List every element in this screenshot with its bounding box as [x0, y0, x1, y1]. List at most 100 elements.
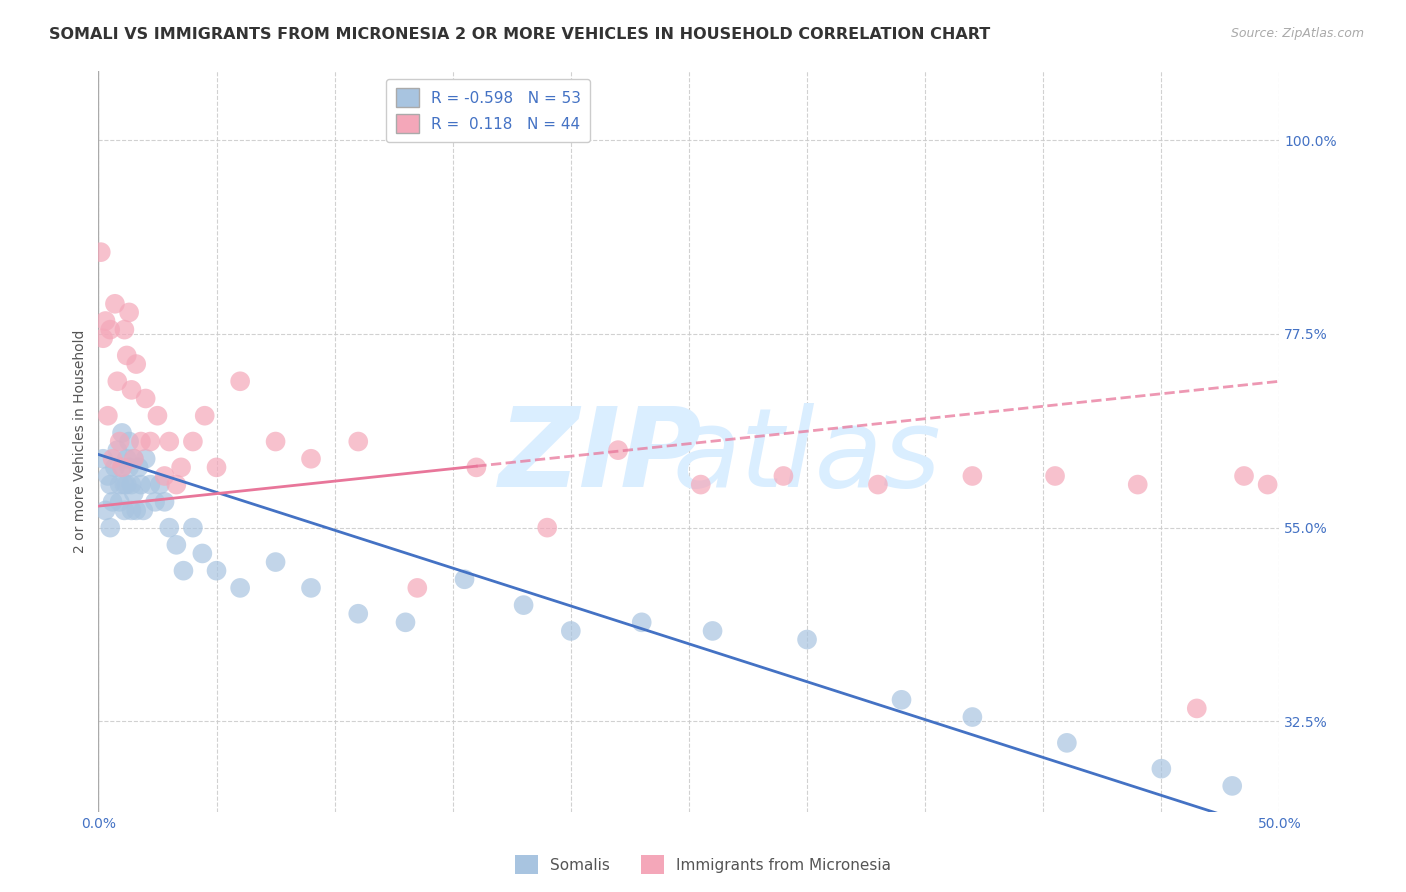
Point: [97, 409, 120, 423]
Point: [112, 503, 135, 517]
Point: [796, 632, 818, 647]
Point: [108, 434, 131, 449]
Point: [149, 477, 172, 491]
Point: [560, 624, 582, 638]
Legend: R = -0.598   N = 53, R =  0.118   N = 44: R = -0.598 N = 53, R = 0.118 N = 44: [387, 79, 591, 142]
Text: atlas: atlas: [672, 403, 942, 510]
Point: [129, 434, 152, 449]
Point: [157, 521, 180, 535]
Point: [406, 581, 429, 595]
Point: [1185, 701, 1208, 715]
Point: [157, 434, 180, 449]
Point: [146, 409, 169, 423]
Point: [121, 503, 143, 517]
Point: [135, 451, 157, 466]
Point: [689, 477, 711, 491]
Point: [91, 451, 114, 466]
Point: [165, 538, 187, 552]
Point: [536, 521, 558, 535]
Text: SOMALI VS IMMIGRANTS FROM MICRONESIA 2 OR MORE VEHICLES IN HOUSEHOLD CORRELATION: SOMALI VS IMMIGRANTS FROM MICRONESIA 2 O…: [49, 27, 990, 42]
Point: [866, 477, 889, 491]
Point: [299, 451, 322, 466]
Point: [112, 323, 135, 337]
Point: [111, 460, 134, 475]
Point: [94, 503, 117, 517]
Point: [111, 460, 134, 475]
Point: [347, 434, 370, 449]
Y-axis label: 2 or more Vehicles in Household: 2 or more Vehicles in Household: [73, 330, 87, 553]
Point: [98, 323, 121, 337]
Point: [115, 477, 138, 491]
Point: [118, 460, 141, 475]
Point: [122, 451, 145, 466]
Point: [205, 564, 228, 578]
Point: [453, 572, 475, 586]
Point: [702, 624, 724, 638]
Point: [299, 581, 322, 595]
Point: [172, 564, 194, 578]
Point: [170, 460, 193, 475]
Point: [135, 392, 157, 406]
Point: [165, 477, 187, 491]
Point: [91, 331, 114, 345]
Point: [465, 460, 488, 475]
Point: [122, 486, 145, 500]
Point: [90, 245, 112, 260]
Point: [97, 469, 120, 483]
Point: [98, 477, 121, 491]
Point: [118, 434, 141, 449]
Point: [125, 357, 148, 371]
Point: [128, 460, 150, 475]
Point: [205, 460, 228, 475]
Point: [121, 477, 143, 491]
Point: [181, 434, 204, 449]
Point: [118, 305, 141, 319]
Point: [139, 477, 162, 491]
Point: [512, 598, 534, 612]
Point: [139, 434, 162, 449]
Point: [121, 383, 143, 397]
Text: Source: ZipAtlas.com: Source: ZipAtlas.com: [1230, 27, 1364, 40]
Point: [194, 409, 217, 423]
Point: [104, 297, 127, 311]
Point: [111, 425, 134, 440]
Point: [347, 607, 370, 621]
Point: [264, 434, 287, 449]
Point: [394, 615, 416, 630]
Point: [153, 469, 176, 483]
Point: [105, 443, 128, 458]
Point: [132, 503, 155, 517]
Point: [143, 495, 166, 509]
Point: [229, 374, 252, 388]
Point: [1150, 762, 1173, 776]
Point: [229, 581, 252, 595]
Point: [962, 469, 984, 483]
Point: [1233, 469, 1256, 483]
Point: [191, 546, 214, 560]
Point: [890, 693, 912, 707]
Point: [772, 469, 794, 483]
Point: [98, 521, 121, 535]
Point: [181, 521, 204, 535]
Point: [1056, 736, 1078, 750]
Point: [115, 451, 138, 466]
Point: [108, 495, 131, 509]
Point: [105, 374, 128, 388]
Point: [1043, 469, 1066, 483]
Point: [101, 451, 124, 466]
Point: [115, 348, 138, 362]
Point: [1126, 477, 1149, 491]
Point: [1257, 477, 1279, 491]
Point: [104, 460, 127, 475]
Point: [94, 314, 117, 328]
Point: [108, 477, 131, 491]
Point: [1220, 779, 1243, 793]
Point: [101, 495, 124, 509]
Point: [129, 477, 152, 491]
Text: ZIP: ZIP: [499, 403, 702, 510]
Point: [264, 555, 287, 569]
Point: [153, 495, 176, 509]
Point: [962, 710, 984, 724]
Legend: Somalis, Immigrants from Micronesia: Somalis, Immigrants from Micronesia: [509, 849, 897, 880]
Point: [630, 615, 652, 630]
